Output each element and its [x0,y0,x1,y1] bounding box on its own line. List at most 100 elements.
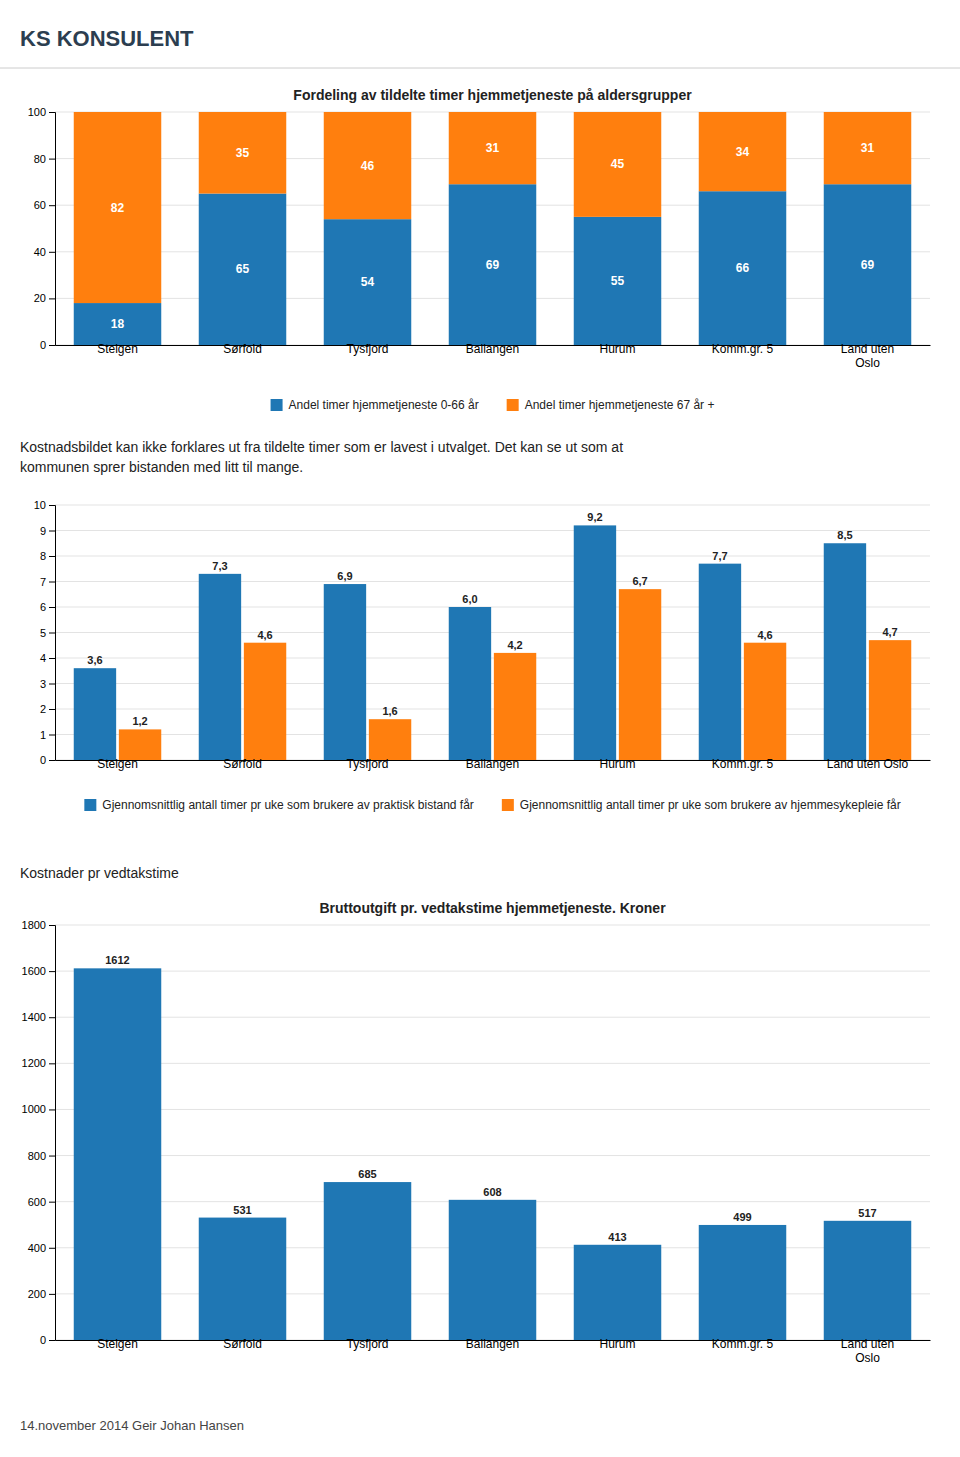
axis-domain [49,113,56,346]
tick-label: 4 [40,652,46,664]
tick-label-line: Land uten [841,342,894,356]
tick-mark [49,684,55,685]
tick-label: Hurum [599,757,635,771]
marks [74,968,912,1340]
tick-mark [49,1109,55,1110]
tick-label: 1000 [22,1103,46,1115]
tick-label-line: Oslo [855,1351,880,1365]
tick: Tysfjord [346,757,388,771]
bar-segment [74,112,162,303]
tick-mark [49,1063,55,1064]
y-axis: 020406080100 [28,106,56,351]
tick: Steigen [97,342,138,356]
tick-mark [49,1340,55,1341]
bar [699,564,741,760]
legend-label: Andel timer hjemmetjeneste 67 år + [525,398,715,412]
grid-line [55,734,930,735]
bar [449,607,491,760]
tick-label-line: Sørfold [223,1337,262,1351]
tick-mark [49,1294,55,1295]
tick: 9 [40,525,55,537]
grid-line [55,581,930,582]
tick: 6 [40,601,55,613]
bar-segment [824,184,912,345]
tick-label: Tysfjord [346,342,388,356]
tick-label-line: Ballangen [466,757,519,771]
data-label: 46 [361,159,375,173]
bar [74,668,116,760]
tick-label: Hurum [599,1337,635,1351]
marks [74,112,912,345]
tick-mark [49,531,55,532]
tick-label: Steigen [97,757,138,771]
tick-label-line: Steigen [97,342,138,356]
data-label: 608 [483,1186,501,1198]
y-axis: 020040060080010001200140016001800 [22,919,56,1346]
tick: 3 [40,678,55,690]
bar [574,525,616,760]
bar [824,1221,912,1340]
bar-segment [449,184,537,345]
tick: 800 [28,1150,55,1162]
data-label: 1,6 [382,705,397,717]
x-axis: SteigenSørfoldTysfjordBallangenHurumKomm… [56,342,931,370]
legend-item: Gjennomsnittlig antall timer pr uke som … [84,798,474,812]
legend-swatch [271,399,283,411]
data-label: 8,5 [837,529,852,541]
axis-domain [49,506,56,761]
tick-mark [49,658,55,659]
tick-label: 1400 [22,1011,46,1023]
tick: 40 [34,246,55,258]
tick-label: Hurum [599,342,635,356]
bar [324,1182,412,1340]
tick-label-line: Tysfjord [346,757,388,771]
bar-segment [324,112,412,219]
grid-line [55,683,930,684]
tick-mark [49,1202,55,1203]
legend-item: Andel timer hjemmetjeneste 0-66 år [271,398,479,412]
bar-segment [199,112,287,194]
tick: Land uten Oslo [827,757,909,771]
tick-label-line: Land uten [841,1337,894,1351]
tick-label: 40 [34,246,46,258]
tick-label: 1600 [22,965,46,977]
tick: 1400 [22,1011,55,1023]
tick: Ballangen [466,1337,519,1351]
tick: 4 [40,652,55,664]
data-label: 66 [736,261,750,275]
data-label: 7,3 [212,560,227,572]
tick: 8 [40,550,55,562]
tick-label-line: Sørfold [223,342,262,356]
grid-line [55,607,930,608]
tick: Sørfold [223,1337,262,1351]
grid [55,925,930,1340]
tick-mark [49,1017,55,1018]
footer: 14.november 2014 Geir Johan Hansen [20,1418,244,1433]
tick-label-line: Komm.gr. 5 [712,757,774,771]
grid [55,505,930,760]
tick-mark [49,1248,55,1249]
page: KS KONSULENT1865546955666982354631453431… [0,0,960,1457]
tick-label: 2 [40,703,46,715]
tick-label: Ballangen [466,1337,519,1351]
tick: 7 [40,576,55,588]
chart: 1612531685608413499517020040060080010001… [22,900,931,1365]
tick: 0 [40,339,55,351]
data-labels: 1612531685608413499517 [105,954,876,1242]
grid-line [55,556,930,557]
tick-label: Land uten Oslo [827,757,909,771]
data-label: 34 [736,145,750,159]
tick-mark [49,112,55,113]
tick-label: 1800 [22,919,46,931]
tick-label: 400 [28,1242,46,1254]
tick-mark [49,556,55,557]
bar-segment [699,191,787,345]
legend-item: Andel timer hjemmetjeneste 67 år + [507,398,715,412]
tick-mark [49,298,55,299]
tick: Hurum [599,1337,635,1351]
bar [324,584,366,760]
bar [119,729,161,760]
grid-line [55,709,930,710]
tick: Land utenOslo [841,1337,894,1365]
tick-label: Land utenOslo [841,342,894,370]
